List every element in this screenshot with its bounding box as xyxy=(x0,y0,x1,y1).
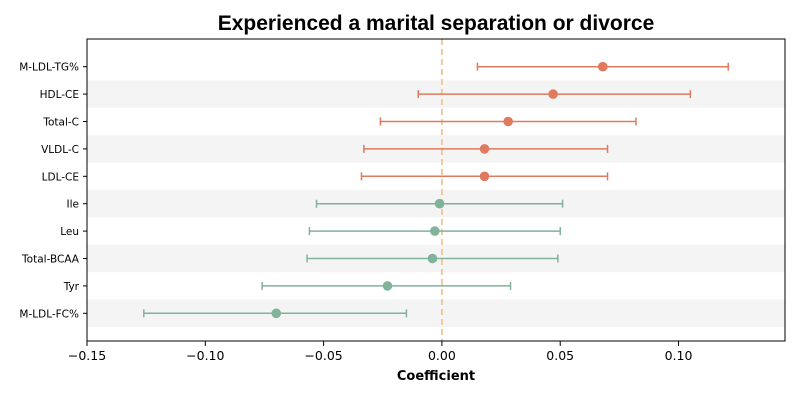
x-axis-title: Coefficient xyxy=(397,369,475,384)
y-tick-label: LDL-CE xyxy=(42,171,79,183)
estimate-point xyxy=(479,144,490,154)
estimate-point xyxy=(598,61,608,72)
estimate-point xyxy=(427,253,438,264)
x-tick-label: −0.10 xyxy=(186,348,224,363)
plot-area: M-LDL-TG% HDL-CE Total-C VLDL-C LDL-CE Ile Leu… xyxy=(19,38,786,363)
chart-title: Experienced a marital separation or divo… xyxy=(218,12,655,35)
y-tick-label: M-LDL-TG% xyxy=(19,62,79,74)
row-ldl-ce xyxy=(360,171,609,182)
row-ile xyxy=(315,198,564,209)
y-tick-label: VLDL-C xyxy=(41,144,79,156)
y-tick-label: Total-BCAA xyxy=(21,254,80,266)
y-tick-label: Tyr xyxy=(63,281,80,293)
estimate-point xyxy=(548,89,558,99)
estimate-point xyxy=(382,281,393,291)
row-m-ldl-fc- xyxy=(143,308,408,319)
x-tick-label: 0.00 xyxy=(428,348,456,363)
y-tick-label: Total-C xyxy=(42,117,79,129)
x-tick-label: −0.15 xyxy=(68,348,106,363)
row-tyr xyxy=(261,281,512,291)
estimate-point xyxy=(434,198,445,209)
row-m-ldl-tg- xyxy=(476,61,729,72)
estimate-point xyxy=(271,308,282,319)
row-leu xyxy=(308,226,561,236)
row-vldl-c xyxy=(363,144,609,154)
y-tick-label: Ile xyxy=(67,199,79,211)
estimate-point xyxy=(479,171,490,182)
row-total-bcaa xyxy=(306,253,559,264)
y-tick-label: M-LDL-FC% xyxy=(19,308,79,320)
x-tick-label: 0.05 xyxy=(546,348,574,363)
y-tick-label: HDL-CE xyxy=(40,89,79,101)
estimate-point xyxy=(503,116,513,127)
y-tick-label: Leu xyxy=(60,226,79,238)
estimate-point xyxy=(430,226,440,236)
x-tick-label: −0.05 xyxy=(304,348,342,363)
row-total-c xyxy=(379,116,637,127)
row-hdl-ce xyxy=(417,89,692,99)
plot-frame xyxy=(86,38,786,342)
x-tick-label: 0.10 xyxy=(665,348,693,363)
